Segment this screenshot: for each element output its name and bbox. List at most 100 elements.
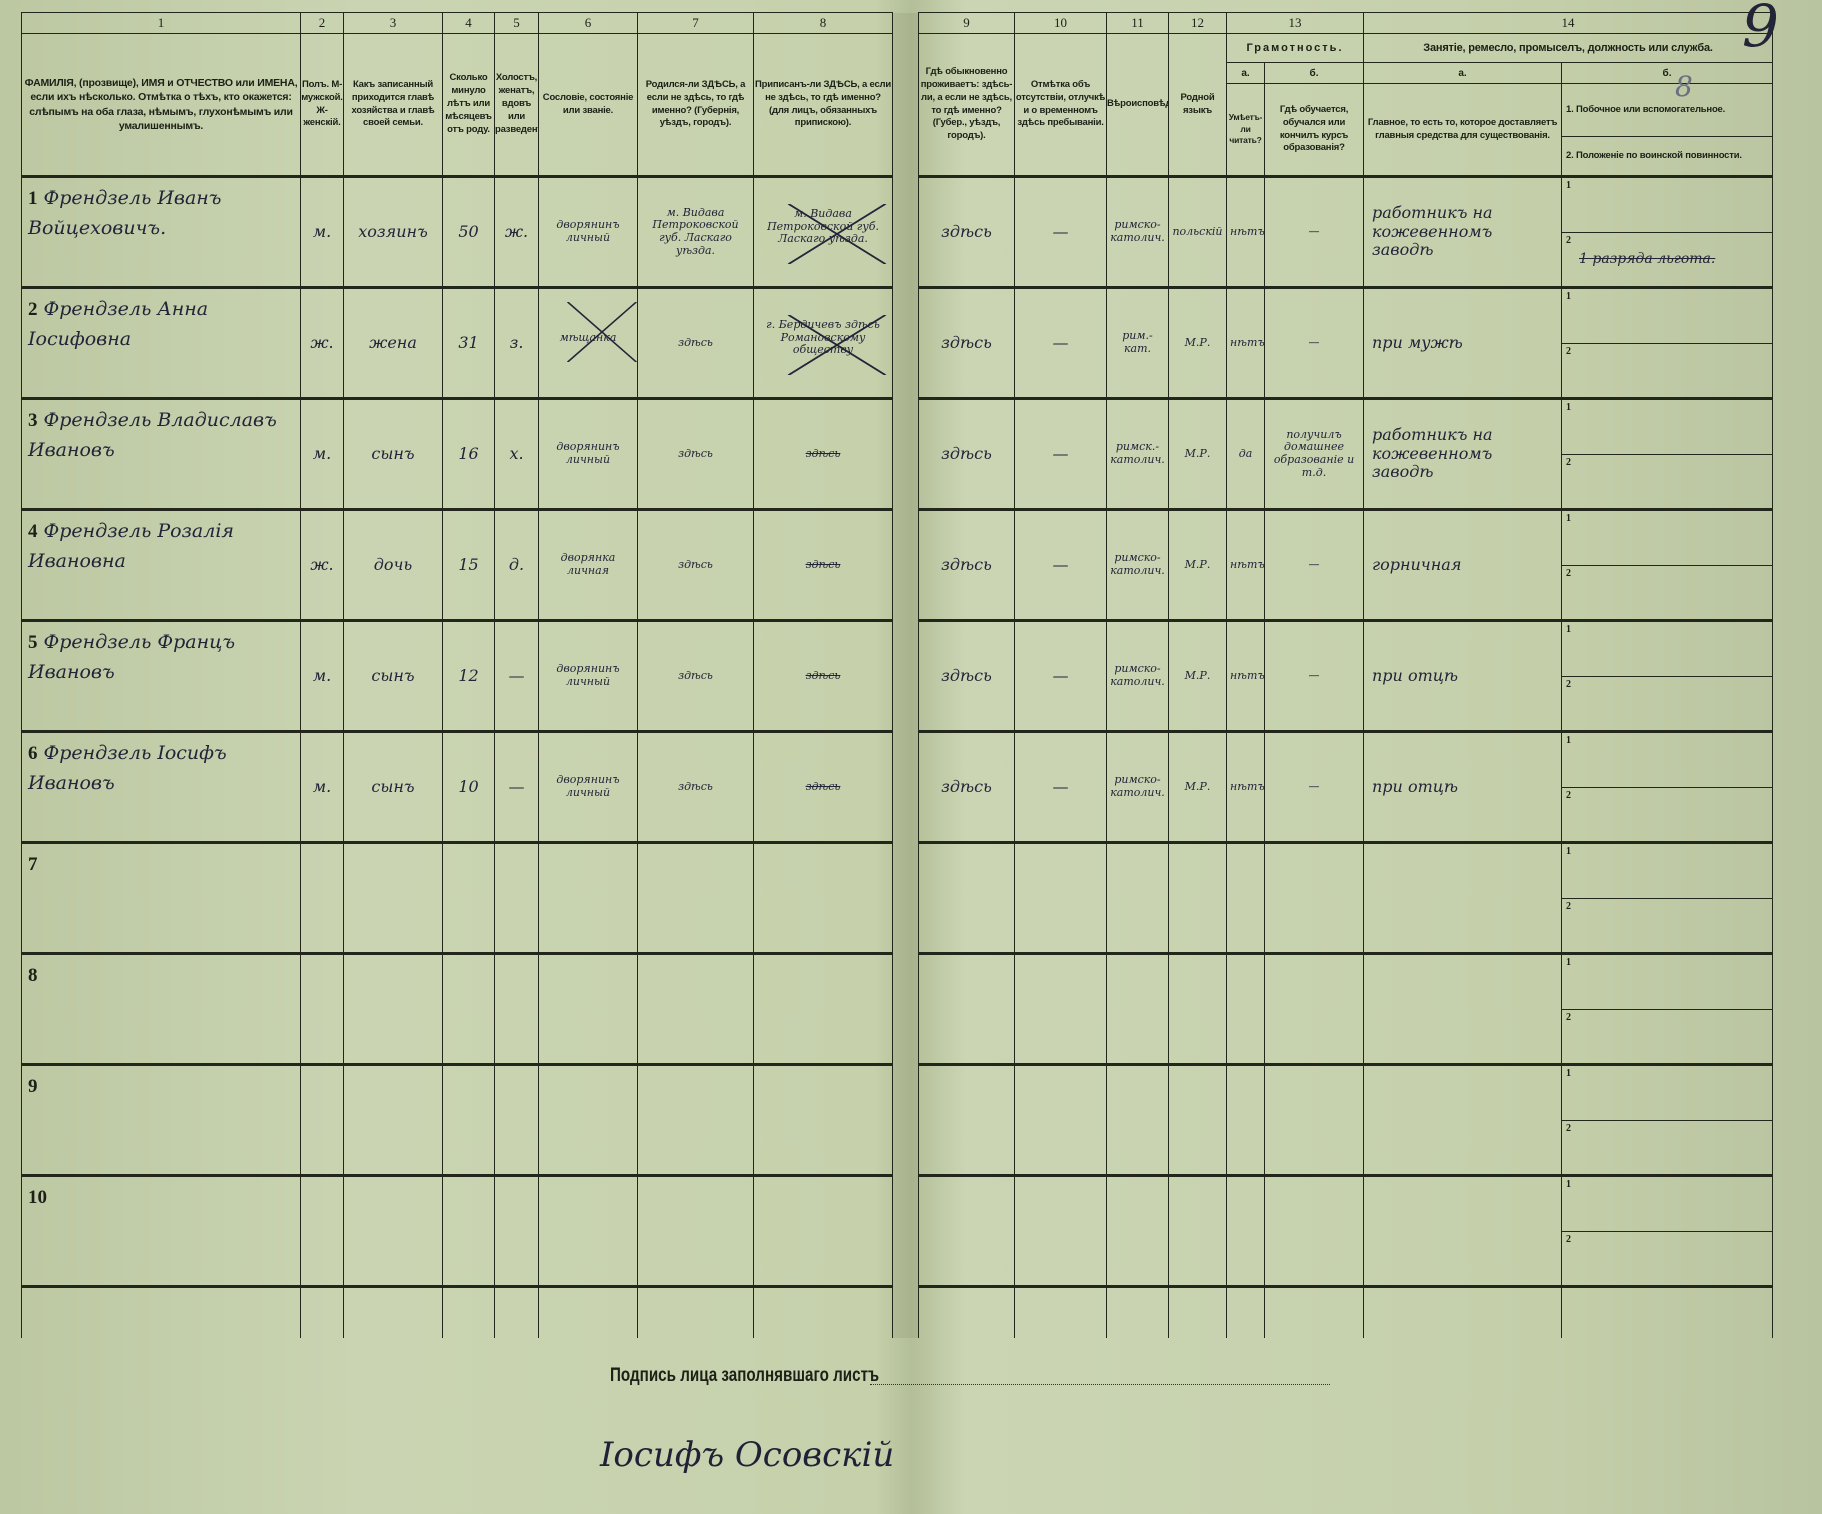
person-name: Френдзель Розалія Ивановна xyxy=(28,520,234,572)
header-religion: Вѣроисповѣданіе. xyxy=(1106,33,1169,177)
occupation-text: при отцѣ xyxy=(1372,776,1459,796)
occupation-text: работникъ на кожевенномъ заводѣ xyxy=(1372,203,1493,260)
born-text: здѣсь xyxy=(678,668,713,682)
cross-out-mark xyxy=(566,302,637,363)
name-cell: 4 Френдзель Розалія Ивановна xyxy=(21,508,301,621)
literate-cell: нѣтъ xyxy=(1226,508,1265,621)
census-form-table: 1 2 3 4 5 6 7 8 9 10 11 12 13 14 ФАМИЛІЯ… xyxy=(21,12,1773,1338)
language-cell: М.Р. xyxy=(1168,730,1227,843)
header-relation: Какъ записанный приходится главѣ хозяйст… xyxy=(343,33,443,177)
sex-text: м. xyxy=(312,665,332,685)
military-subcell: 2 xyxy=(1563,788,1772,842)
language-text: М.Р. xyxy=(1184,779,1211,793)
estate-cell: мѣщанка xyxy=(538,286,638,399)
relation-cell xyxy=(343,1174,443,1287)
education-text: — xyxy=(1308,335,1320,349)
sex-cell xyxy=(300,1063,344,1176)
religion-text: римск.-католич. xyxy=(1110,440,1165,466)
age-text: 10 xyxy=(458,776,479,796)
ascribed-cell xyxy=(753,1063,893,1176)
estate-cell xyxy=(538,841,638,954)
education-cell: — xyxy=(1264,619,1364,732)
marital-cell: — xyxy=(494,730,539,843)
absence-text: — xyxy=(1052,665,1069,685)
row-number: 9 xyxy=(28,1076,38,1097)
absence-text: — xyxy=(1052,221,1069,241)
col-number: 6 xyxy=(538,12,638,34)
education-cell xyxy=(1264,1063,1364,1176)
header-residence: Гдѣ обыкновенно проживаетъ: здѣсь-ли, а … xyxy=(918,33,1015,177)
sex-cell: м. xyxy=(300,397,344,510)
literate-cell: нѣтъ xyxy=(1226,619,1265,732)
military-subcell: 2 xyxy=(1563,344,1772,398)
religion-text: рим.-кат. xyxy=(1122,329,1153,355)
education-text: — xyxy=(1308,779,1320,793)
estate-cell: дворянинъ личный xyxy=(538,397,638,510)
secondary-occupation-subcell: 1 xyxy=(1562,1068,1772,1121)
row-number: 5 xyxy=(28,632,38,653)
sex-cell: м. xyxy=(300,175,344,288)
relation-cell xyxy=(343,952,443,1065)
language-text: польскій xyxy=(1172,224,1223,238)
military-subcell: 2 xyxy=(1563,1232,1772,1286)
ascribed-cell: здѣсь xyxy=(753,397,893,510)
occupation-cell xyxy=(1363,1174,1562,1287)
age-cell: 31 xyxy=(442,286,495,399)
estate-text: дворянинъ личный xyxy=(556,773,620,799)
absence-cell: — xyxy=(1014,508,1107,621)
residence-text: здѣсь xyxy=(941,776,992,796)
estate-text: мѣщанка xyxy=(559,330,617,344)
relation-cell: дочь xyxy=(343,508,443,621)
born-cell: здѣсь xyxy=(637,397,754,510)
relation-cell: сынъ xyxy=(343,397,443,510)
education-text: — xyxy=(1308,668,1320,682)
age-cell xyxy=(442,1063,495,1176)
marital-text: д. xyxy=(508,554,525,574)
name-cell: 9 xyxy=(21,1063,301,1176)
blank-cell xyxy=(637,1285,754,1338)
occupation-cell xyxy=(1363,841,1562,954)
ascribed-text: здѣсь xyxy=(805,779,841,793)
blank-cell xyxy=(1264,1285,1364,1338)
literate-cell: да xyxy=(1226,397,1265,510)
literate-text: нѣтъ xyxy=(1230,335,1265,349)
blank-cell xyxy=(1014,1285,1107,1338)
literate-cell xyxy=(1226,841,1265,954)
blank-cell xyxy=(442,1285,495,1338)
literate-cell: нѣтъ xyxy=(1226,286,1265,399)
religion-cell xyxy=(1106,841,1169,954)
blank-cell xyxy=(538,1285,638,1338)
table-row: 3 Френдзель Владиславъ Ивановъ м. сынъ 16 х. д… xyxy=(21,397,1773,510)
blank-bottom-row xyxy=(21,1285,1773,1338)
sex-text: м. xyxy=(312,221,332,241)
secondary-occupation-subcell: 1 xyxy=(1562,513,1772,566)
ascribed-text: здѣсь xyxy=(805,557,841,571)
secondary-occupation-subcell: 1 xyxy=(1562,624,1772,677)
subcell-label: 2 xyxy=(1566,345,1571,357)
blank-cell xyxy=(300,1285,344,1338)
residence-cell: здѣсь xyxy=(918,397,1015,510)
language-text: М.Р. xyxy=(1184,668,1211,682)
education-cell: — xyxy=(1264,730,1364,843)
language-cell: польскій xyxy=(1168,175,1227,288)
born-text: здѣсь xyxy=(678,557,713,571)
subcell-label: 2 xyxy=(1566,456,1571,468)
born-cell: здѣсь xyxy=(637,508,754,621)
born-text: здѣсь xyxy=(678,446,713,460)
ascribed-cell xyxy=(753,1174,893,1287)
subcell-label: 1 xyxy=(1566,180,1571,191)
occupation-cell xyxy=(1363,1063,1562,1176)
header-literacy: Грамотность. xyxy=(1226,33,1364,63)
sex-cell: ж. xyxy=(300,286,344,399)
sex-cell: м. xyxy=(300,619,344,732)
name-cell: 8 xyxy=(21,952,301,1065)
marital-cell: — xyxy=(494,619,539,732)
occupation-cell xyxy=(1363,952,1562,1065)
blank-cell xyxy=(1561,1285,1773,1338)
born-text: здѣсь xyxy=(678,779,713,793)
page-fold xyxy=(892,953,919,1065)
literate-cell xyxy=(1226,1063,1265,1176)
secondary-occupation-subcell: 1 xyxy=(1562,1179,1772,1232)
military-subcell: 2 xyxy=(1563,1010,1772,1064)
literate-text: нѣтъ xyxy=(1230,668,1265,682)
